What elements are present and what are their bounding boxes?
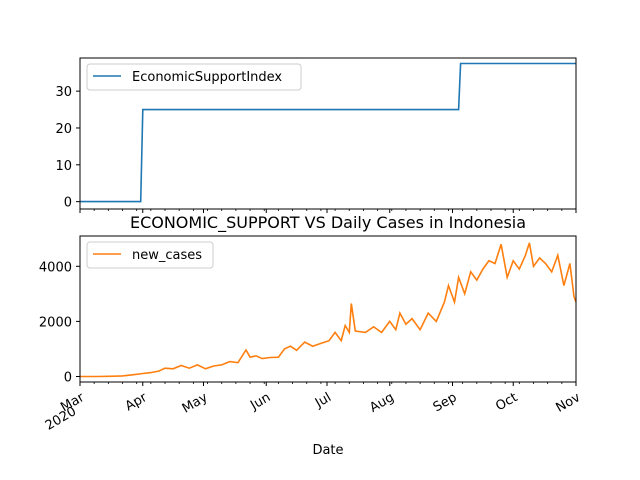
x-axis-title: Date bbox=[312, 443, 343, 458]
new-cases-line bbox=[80, 242, 577, 378]
top-plot-frame bbox=[79, 57, 577, 210]
bottom-legend-box bbox=[86, 241, 214, 269]
top-legend: EconomicSupportIndex bbox=[86, 63, 302, 91]
top-plot: 0 10 20 30 EconomicSupportIndex bbox=[55, 57, 577, 213]
bottom-y-axis-ticks: 0 2000 4000 bbox=[39, 260, 80, 385]
top-legend-label: EconomicSupportIndex bbox=[132, 70, 282, 85]
bottom-y-tick-label: 4000 bbox=[39, 260, 72, 275]
top-y-tick-label: 20 bbox=[55, 122, 72, 137]
bottom-y-tick-label: 0 bbox=[64, 370, 72, 385]
top-legend-box bbox=[86, 63, 302, 91]
top-y-axis-ticks: 0 10 20 30 bbox=[55, 85, 80, 211]
x-tick-label: Jul bbox=[312, 390, 334, 411]
chart-title: ECONOMIC_SUPPORT VS Daily Cases in Indon… bbox=[130, 213, 526, 233]
bottom-legend-label: new_cases bbox=[132, 248, 202, 263]
top-y-tick-label: 30 bbox=[55, 85, 72, 100]
bottom-legend: new_cases bbox=[86, 241, 214, 269]
top-y-tick-label: 0 bbox=[64, 196, 72, 211]
economic-support-line bbox=[80, 62, 576, 203]
top-y-tick-label: 10 bbox=[55, 159, 72, 174]
bottom-y-tick-label: 2000 bbox=[39, 315, 72, 330]
bottom-plot-frame bbox=[79, 235, 577, 383]
